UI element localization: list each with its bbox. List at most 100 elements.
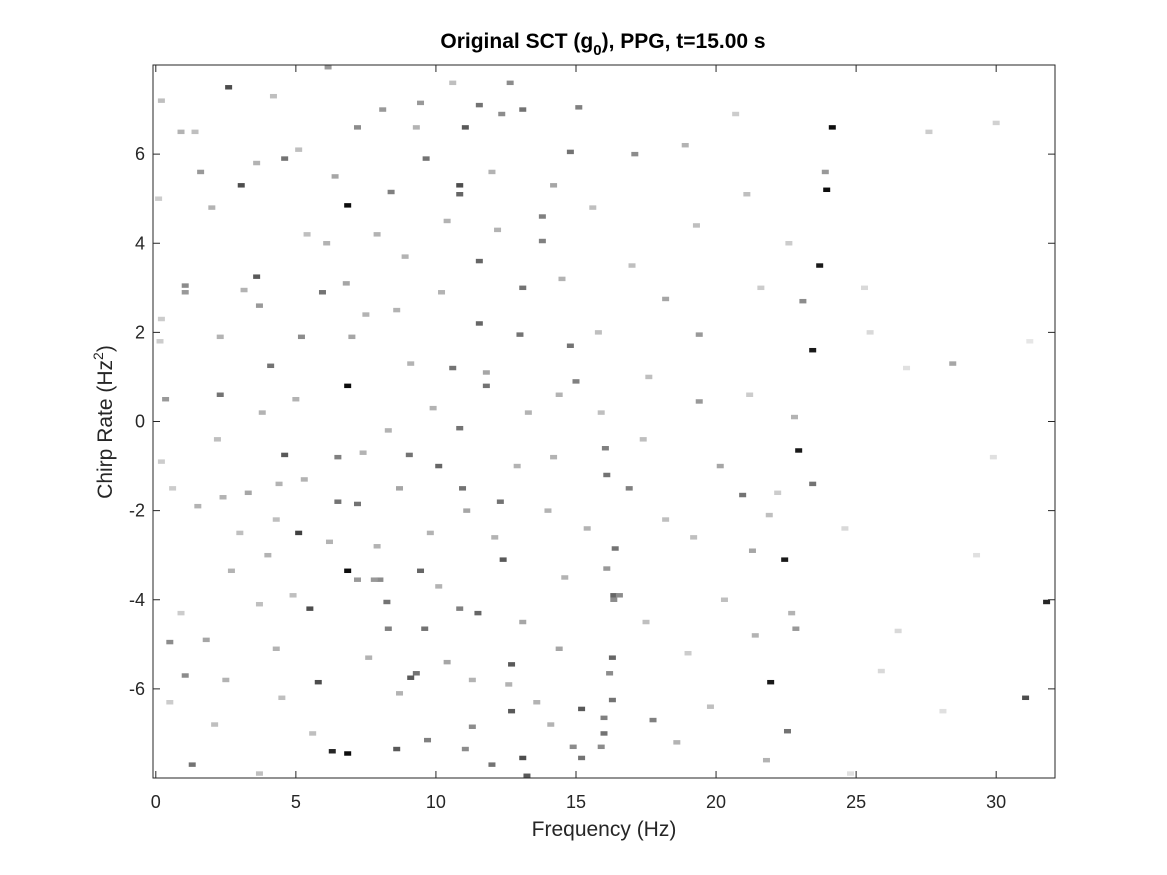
- heatmap-cell: [608, 697, 616, 703]
- heatmap-cell: [438, 290, 446, 295]
- heatmap-cell: [523, 773, 531, 778]
- x-tick-label: 25: [846, 792, 866, 812]
- heatmap-cell: [505, 682, 513, 687]
- heatmap-cell: [324, 65, 332, 70]
- y-tick-label: 6: [135, 144, 145, 164]
- heatmap-cell: [281, 452, 289, 458]
- heatmap-cell: [519, 107, 527, 112]
- heatmap-cell: [499, 557, 507, 562]
- heatmap-cell: [237, 183, 245, 188]
- heatmap-cell: [334, 499, 342, 504]
- heatmap-cell: [482, 383, 490, 389]
- heatmap-cell: [538, 214, 546, 219]
- heatmap-cell: [569, 744, 577, 750]
- heatmap-cell: [272, 517, 280, 522]
- heatmap-cell: [631, 151, 639, 157]
- heatmap-cell: [475, 321, 483, 326]
- y-tick-labels: 6 4 2 0 -2 -4 -6: [129, 144, 145, 699]
- heatmap-cell: [166, 639, 174, 645]
- y-axis-label-suffix: ): [94, 345, 117, 352]
- heatmap-cell: [508, 708, 516, 714]
- heatmap-cell: [706, 704, 714, 709]
- heatmap-cell: [809, 481, 817, 487]
- heatmap-cell: [550, 454, 558, 460]
- heatmap-cell: [297, 334, 305, 340]
- heatmap-cell: [272, 646, 280, 651]
- heatmap-cell: [456, 192, 464, 197]
- heatmap-cell: [625, 486, 633, 491]
- heatmap-cell: [550, 183, 558, 188]
- heatmap-cell: [334, 454, 342, 460]
- heatmap-cell: [227, 568, 235, 574]
- x-tick-label: 0: [151, 792, 161, 812]
- heatmap-cell: [925, 129, 933, 135]
- y-tick-label: -4: [129, 590, 145, 610]
- heatmap-cell: [407, 361, 415, 366]
- heatmap-cell: [1022, 695, 1030, 701]
- heatmap-cell: [783, 728, 791, 734]
- heatmap-cell: [219, 495, 227, 500]
- heatmap-cell: [426, 530, 434, 536]
- heatmap-cell: [639, 437, 647, 442]
- heatmap-cell: [821, 169, 829, 175]
- heatmap-cell: [765, 512, 773, 518]
- heatmap-cell: [422, 156, 430, 161]
- heatmap-cell: [197, 169, 205, 175]
- heatmap-cell: [359, 450, 367, 455]
- heatmap-cell: [939, 708, 947, 714]
- heatmap-cell: [236, 530, 244, 536]
- y-axis-label: Chirp Rate (Hz2): [90, 345, 117, 499]
- heatmap-cell: [314, 679, 322, 685]
- heatmap-cell: [611, 546, 619, 551]
- y-tick-label: 2: [135, 322, 145, 342]
- heatmap-cell: [181, 290, 189, 295]
- heatmap-cell: [468, 677, 476, 683]
- heatmap-cell: [417, 100, 425, 106]
- y-axis-label-main: Chirp Rate (Hz: [94, 360, 117, 499]
- heatmap-cell: [861, 285, 869, 291]
- x-axis-label: Frequency (Hz): [532, 818, 677, 841]
- heatmap-cell: [405, 452, 413, 458]
- heatmap-cell: [673, 740, 681, 745]
- heatmap-cell: [412, 125, 420, 130]
- heatmap-cell: [370, 577, 378, 582]
- heatmap-cell: [513, 463, 521, 469]
- heatmap-cell: [253, 274, 261, 279]
- heatmap-cell: [597, 744, 605, 750]
- heatmap-cell: [295, 530, 303, 536]
- heatmap-cell: [166, 700, 174, 705]
- heatmap-cell: [498, 111, 506, 117]
- heatmap-cell: [157, 459, 165, 464]
- heatmap-cell: [449, 365, 457, 371]
- heatmap-cell: [739, 492, 747, 498]
- heatmap-cell: [222, 677, 230, 683]
- heatmap-cell: [751, 633, 759, 638]
- heatmap-cell: [393, 746, 401, 752]
- heatmap-cell: [533, 700, 541, 705]
- heatmap-cell: [601, 446, 609, 451]
- heatmap-cell: [156, 339, 164, 344]
- heatmap-cell: [373, 232, 381, 237]
- heatmap-cell: [519, 285, 527, 291]
- heatmap-cell: [767, 679, 775, 685]
- heatmap-cell: [692, 223, 700, 228]
- heatmap-cell: [373, 544, 381, 549]
- heatmap-cell: [547, 722, 555, 727]
- heatmap-cell: [342, 281, 350, 286]
- heatmap-cell: [213, 437, 221, 442]
- heatmap-cell: [194, 503, 202, 509]
- heatmap-cell: [295, 147, 303, 152]
- heatmap-cell: [491, 535, 499, 540]
- heatmap-cell: [318, 290, 326, 295]
- heatmap-cell: [456, 183, 464, 188]
- heatmap-cell: [463, 508, 471, 513]
- heatmap-cell: [600, 715, 608, 721]
- heatmap-cell: [610, 597, 618, 602]
- heatmap-cell: [575, 105, 583, 110]
- heatmap-cell: [181, 283, 189, 288]
- heatmap-cell: [216, 392, 224, 397]
- y-tick-label: -2: [129, 501, 145, 521]
- heatmap-cell: [695, 332, 703, 337]
- heatmap-cell: [289, 593, 297, 598]
